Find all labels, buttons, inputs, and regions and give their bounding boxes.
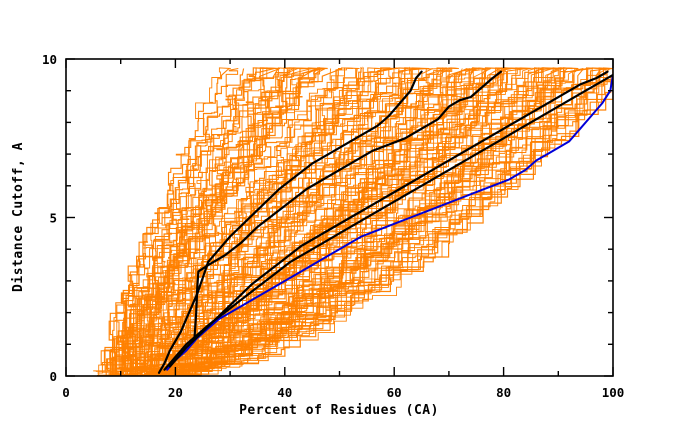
x-axis-label: Percent of Residues (CA) bbox=[239, 403, 439, 418]
prediction-curve bbox=[171, 67, 579, 376]
reference-curves-group bbox=[157, 70, 613, 374]
x-tick-label: 80 bbox=[496, 385, 511, 400]
prediction-curve bbox=[170, 67, 613, 375]
prediction-curve bbox=[114, 67, 323, 372]
prediction-curve bbox=[129, 67, 414, 374]
prediction-curve bbox=[97, 67, 281, 376]
y-axis-tick-labels: 0 5 10 bbox=[42, 52, 57, 384]
prediction-curve bbox=[166, 68, 613, 376]
prediction-curve bbox=[155, 67, 487, 376]
prediction-curve bbox=[174, 66, 588, 376]
reference-curve bbox=[193, 70, 502, 340]
prediction-curve bbox=[184, 67, 613, 376]
x-tick-label: 60 bbox=[387, 385, 402, 400]
prediction-curve bbox=[129, 67, 398, 376]
x-axis-tick-labels: 0 20 40 60 80 100 bbox=[62, 385, 624, 400]
prediction-curve bbox=[163, 68, 611, 376]
prediction-curve bbox=[120, 68, 382, 376]
prediction-curve bbox=[118, 67, 409, 372]
prediction-curve bbox=[127, 67, 427, 376]
prediction-curve bbox=[161, 67, 543, 372]
x-tick-label: 20 bbox=[168, 385, 183, 400]
prediction-curve bbox=[155, 67, 613, 376]
x-tick-label: 0 bbox=[62, 385, 70, 400]
prediction-curve bbox=[144, 68, 433, 376]
prediction-curve bbox=[162, 67, 610, 376]
y-tick-label: 10 bbox=[42, 52, 57, 67]
prediction-curve bbox=[181, 67, 613, 376]
prediction-curve bbox=[151, 68, 530, 376]
highlight-curve bbox=[166, 73, 613, 371]
axes-layer: 0 20 40 60 80 100 0 5 10 bbox=[42, 52, 624, 400]
y-axis-label: Distance Cutoff, A bbox=[11, 142, 26, 292]
prediction-curve bbox=[146, 67, 505, 373]
prediction-curve bbox=[122, 68, 357, 376]
y-tick-label: 0 bbox=[49, 369, 57, 384]
prediction-curve bbox=[180, 68, 602, 376]
y-axis-ticks bbox=[66, 58, 613, 377]
prediction-curve bbox=[102, 67, 310, 374]
reference-curve bbox=[157, 70, 423, 374]
prediction-curve bbox=[120, 68, 398, 371]
prediction-curve bbox=[162, 67, 600, 376]
prediction-curve bbox=[175, 68, 611, 376]
prediction-curve bbox=[118, 67, 391, 369]
y-tick-label: 5 bbox=[49, 211, 57, 226]
prediction-curve bbox=[151, 67, 579, 376]
prediction-curve bbox=[118, 67, 359, 370]
prediction-curve bbox=[172, 68, 579, 376]
prediction-curve bbox=[179, 68, 613, 376]
x-tick-label: 100 bbox=[602, 385, 625, 400]
curves-layer bbox=[93, 66, 613, 376]
prediction-curve bbox=[97, 68, 280, 374]
prediction-curve bbox=[104, 67, 295, 376]
prediction-curve bbox=[125, 67, 322, 376]
x-axis-ticks bbox=[65, 59, 614, 376]
prediction-curve bbox=[164, 68, 593, 376]
reference-curve bbox=[168, 70, 609, 368]
x-tick-label: 40 bbox=[277, 385, 292, 400]
prediction-curve bbox=[133, 67, 459, 376]
prediction-curve bbox=[106, 67, 276, 369]
prediction-curve bbox=[112, 67, 287, 372]
